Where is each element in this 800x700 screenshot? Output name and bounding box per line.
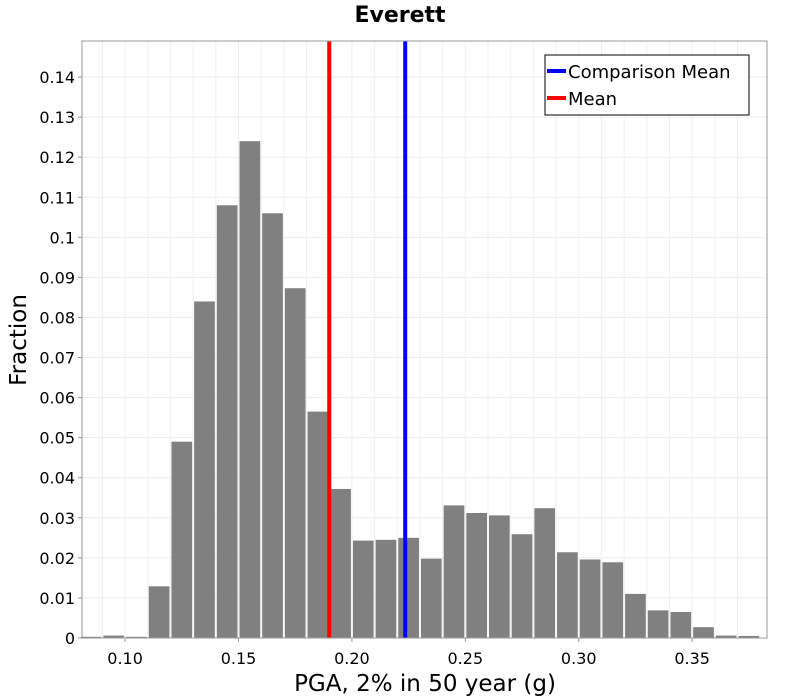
x-axis-ticks: 0.10 0.15 0.20 0.25 0.30 0.35 <box>107 638 710 668</box>
histogram-bar <box>693 627 714 638</box>
x-axis-label: PGA, 2% in 50 year (g) <box>294 671 556 697</box>
y-tick-label: 0.11 <box>39 188 75 207</box>
histogram-bar <box>534 508 556 638</box>
legend-label-comparison-mean: Comparison Mean <box>568 62 731 83</box>
plot-area-frame <box>81 40 768 639</box>
y-tick-label: 0.02 <box>39 549 75 568</box>
histogram-bar <box>647 610 669 638</box>
histogram-bar <box>262 213 283 639</box>
histogram-bar <box>420 558 442 638</box>
y-tick-label: 0.12 <box>39 148 75 167</box>
histogram-bar <box>398 537 419 638</box>
y-tick-label: 0.01 <box>39 589 75 608</box>
y-tick-label: 0.09 <box>39 268 75 287</box>
histogram-bar <box>670 611 692 638</box>
histogram-bar <box>715 635 737 638</box>
legend: Comparison Mean Mean <box>544 54 750 116</box>
histogram-bar <box>579 559 601 638</box>
x-tick-label: 0.10 <box>107 649 143 668</box>
histogram-bar <box>352 540 374 638</box>
histogram-bar <box>216 205 238 639</box>
y-tick-label: 0.05 <box>39 429 75 448</box>
x-tick-label: 0.30 <box>561 649 597 668</box>
y-tick-label: 0 <box>65 629 75 648</box>
histogram-bar <box>126 636 147 638</box>
x-tick-label: 0.15 <box>221 649 257 668</box>
legend-box <box>544 54 750 116</box>
mean-lines <box>327 41 408 638</box>
histogram-bar <box>330 488 351 638</box>
histogram-bar <box>103 635 125 638</box>
x-tick-label: 0.25 <box>448 649 484 668</box>
histogram-bar <box>466 512 488 638</box>
legend-label-mean: Mean <box>568 89 617 110</box>
histogram-bar <box>171 441 193 638</box>
histogram-bar <box>557 552 578 638</box>
histogram-bar <box>148 586 170 638</box>
x-tick-label: 0.35 <box>674 649 710 668</box>
histogram-bar <box>443 505 465 638</box>
y-tick-label: 0.08 <box>39 308 75 327</box>
histogram-bar <box>738 635 760 638</box>
y-tick-label: 0.13 <box>39 108 75 127</box>
y-tick-label: 0.04 <box>39 469 75 488</box>
x-tick-label: 0.20 <box>334 649 370 668</box>
histogram-bar <box>80 636 102 638</box>
histogram-bar <box>375 539 397 638</box>
histogram-bar <box>489 515 510 638</box>
y-axis-ticks: 0 0.01 0.02 0.03 0.04 0.05 0.06 0.07 0.08 0.09 0.1… <box>39 68 82 648</box>
histogram-bar <box>284 288 306 638</box>
histogram-bar <box>194 301 215 638</box>
y-tick-label: 0.06 <box>39 389 75 408</box>
histogram-bar <box>239 141 261 638</box>
histogram-bar <box>602 562 624 638</box>
histogram-bar <box>307 411 329 638</box>
y-tick-label: 0.07 <box>39 349 75 368</box>
chart-title: Everett <box>354 3 446 28</box>
histogram-bar <box>511 534 533 638</box>
y-tick-label: 0.03 <box>39 509 75 528</box>
y-axis-label: Fraction <box>6 294 32 386</box>
y-tick-label: 0.1 <box>50 228 75 247</box>
y-tick-label: 0.14 <box>39 68 75 87</box>
histogram-bars <box>80 141 760 639</box>
histogram-bar <box>625 593 646 638</box>
